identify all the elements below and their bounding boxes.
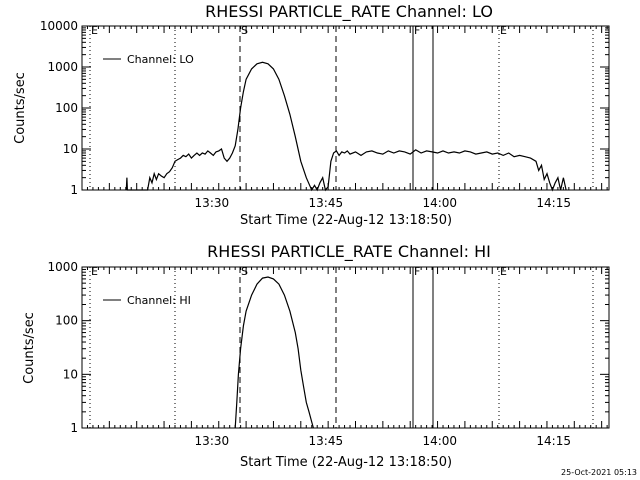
lo-y-axis-label: Counts/sec [13, 72, 28, 144]
lo-x-tick-label: 13:30 [195, 196, 230, 210]
lo-event-marker-label: E [500, 24, 507, 37]
hi-event-marker-label: E [500, 265, 507, 278]
hi-x-tick-label: 14:00 [422, 434, 457, 448]
lo-event-marker-label: F [414, 24, 420, 37]
hi-x-tick-label: 14:15 [536, 434, 571, 448]
hi-event-marker-label: F [414, 265, 420, 278]
hi-y-tick-label: 1000 [47, 260, 78, 274]
hi-y-axis-label: Counts/sec [22, 312, 37, 384]
hi-y-tick-label: 10 [63, 367, 78, 381]
hi-x-tick-label: 13:30 [195, 434, 230, 448]
hi-x-tick-label: 13:45 [309, 434, 344, 448]
lo-plot-frame [81, 25, 610, 191]
lo-x-axis-label: Start Time (22-Aug-12 13:18:50) [240, 213, 452, 228]
lo-x-tick-label: 14:15 [536, 196, 571, 210]
hi-event-marker-label: S [241, 265, 248, 278]
hi-channel-panel: RHESSI PARTICLE_RATE Channel: HI Start T… [22, 242, 610, 470]
lo-y-tick-label: 10 [63, 142, 78, 156]
hi-legend-label: Channel: HI [127, 294, 191, 307]
lo-chart-title: RHESSI PARTICLE_RATE Channel: LO [205, 2, 493, 22]
hi-chart-title: RHESSI PARTICLE_RATE Channel: HI [207, 242, 491, 262]
hi-plot-area: 110100100013:3013:4514:0014:1514:3014:45… [47, 260, 610, 448]
timestamp-label: 25-Oct-2021 05:13 [561, 468, 637, 477]
lo-event-marker-label: E [91, 24, 98, 37]
lo-channel-panel: RHESSI PARTICLE_RATE Channel: LO Start T… [13, 2, 610, 228]
lo-x-tick-label: 14:00 [422, 196, 457, 210]
lo-legend-label: Channel: LO [127, 53, 194, 66]
lo-event-marker-label: S [241, 24, 248, 37]
hi-y-tick-label: 1 [70, 421, 78, 435]
lo-y-tick-label: 1 [70, 183, 78, 197]
lo-plot-area: 11010010001000013:3013:4514:0014:1514:30… [40, 19, 610, 210]
lo-x-tick-label: 13:45 [309, 196, 344, 210]
lo-series-line [125, 61, 567, 192]
lo-y-tick-label: 100 [55, 101, 78, 115]
hi-event-marker-label: E [91, 265, 98, 278]
hi-series-line [234, 276, 314, 429]
hi-plot-frame [81, 266, 610, 429]
lo-y-tick-label: 10000 [40, 19, 78, 33]
lo-y-tick-label: 1000 [47, 60, 78, 74]
hi-x-axis-label: Start Time (22-Aug-12 13:18:50) [240, 455, 452, 470]
hi-y-tick-label: 100 [55, 314, 78, 328]
